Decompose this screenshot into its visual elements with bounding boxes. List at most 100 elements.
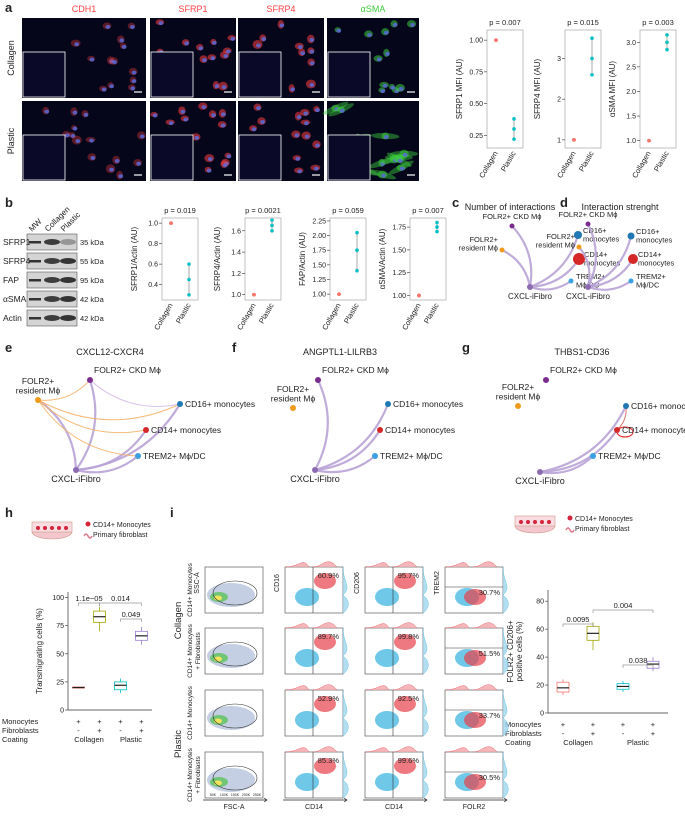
gate-percent: 33.7% xyxy=(479,711,501,720)
node xyxy=(543,377,549,383)
panel-label: f xyxy=(232,340,237,355)
group-label: Plastic xyxy=(173,730,184,758)
nucleus xyxy=(183,117,189,122)
dot xyxy=(665,33,669,37)
nucleus xyxy=(194,135,200,140)
histogram xyxy=(444,684,498,691)
event-red xyxy=(314,634,336,650)
gate-percent: 85.3% xyxy=(318,756,340,765)
cell-icon xyxy=(540,520,544,524)
cell-icon xyxy=(57,526,61,530)
nucleus xyxy=(295,156,301,161)
node xyxy=(574,231,582,239)
nucleus xyxy=(399,166,405,171)
edge xyxy=(529,234,580,289)
condition-label: Monocytes xyxy=(505,720,542,729)
x-tick-label: 100K xyxy=(220,793,229,797)
inset xyxy=(327,51,371,98)
nucleus xyxy=(64,133,70,138)
protein-label: SFRP1 xyxy=(3,237,31,247)
gate xyxy=(212,580,258,606)
nucleus xyxy=(105,24,111,29)
histogram xyxy=(364,684,418,691)
edge xyxy=(75,379,97,471)
condition-label: Fibroblasts xyxy=(505,729,542,738)
node-label: CD16+ monocytes xyxy=(393,399,463,409)
gate-percent: 95.7% xyxy=(398,571,420,580)
y-tick-label: 3.0 xyxy=(626,40,636,47)
nucleus xyxy=(397,158,403,163)
panel-label: b xyxy=(5,195,13,210)
sample-label: CD14+ Monocytes xyxy=(187,623,194,677)
nucleus xyxy=(380,89,386,94)
nucleus xyxy=(296,115,302,120)
dot xyxy=(187,277,191,282)
condition-label: Coating xyxy=(2,735,28,744)
nucleus xyxy=(367,32,372,37)
nucleus xyxy=(207,157,213,162)
x-tick-label: Collagen xyxy=(477,150,500,180)
nucleus xyxy=(201,105,207,110)
gate-percent: 92.5% xyxy=(398,694,420,703)
y-tick-label: 2.5 xyxy=(626,64,636,71)
plot-frame xyxy=(639,29,677,149)
x-tick-label: Plastic xyxy=(174,301,193,325)
mw-band xyxy=(29,260,41,263)
dot xyxy=(647,138,651,143)
dot xyxy=(665,40,669,45)
node-label: FOLR2+ CKD Mϕ xyxy=(94,365,161,375)
node xyxy=(377,427,383,433)
nucleus xyxy=(75,139,81,144)
node-label: TREM2+ Mϕ/DC xyxy=(380,451,443,461)
nucleus xyxy=(279,23,285,28)
protein-label: Actin xyxy=(3,313,22,323)
nucleus xyxy=(294,133,300,138)
nucleus xyxy=(130,24,135,29)
edge xyxy=(37,379,91,401)
node xyxy=(290,405,296,411)
panel-label: c xyxy=(452,195,459,210)
histogram xyxy=(284,622,338,629)
p-value: 1.1e−05 xyxy=(75,594,102,603)
p-value: p = 0.015 xyxy=(567,18,599,27)
nucleus xyxy=(339,108,345,113)
condition-value: + xyxy=(561,720,566,729)
plot-frame xyxy=(564,29,602,149)
y-tick-label: 75 xyxy=(56,623,64,630)
x-tick-label: Collagen xyxy=(400,302,423,332)
histogram xyxy=(364,561,418,568)
y-tick-label: 0.75 xyxy=(469,69,483,76)
node xyxy=(315,377,321,383)
node-label: resident Mϕ xyxy=(536,241,575,250)
nucleus xyxy=(70,133,76,138)
x-axis-label: FSC-A xyxy=(224,804,245,811)
inset xyxy=(22,51,66,98)
node-label: FOLR2+ xyxy=(22,376,54,386)
nucleus xyxy=(290,87,296,92)
x-tick-label: Plastic xyxy=(577,149,596,173)
stain-label: SFRP1 xyxy=(178,4,207,14)
y-tick-label: 1.00 xyxy=(312,292,326,299)
nucleus xyxy=(313,166,319,171)
node xyxy=(87,377,93,383)
band xyxy=(60,315,76,321)
node xyxy=(568,278,574,284)
y-tick-label: 20 xyxy=(536,683,544,690)
dot xyxy=(270,228,274,233)
node xyxy=(573,253,585,265)
nucleus xyxy=(131,79,137,84)
nucleus xyxy=(383,135,389,140)
stain-label: αSMA xyxy=(361,4,386,14)
node-label: CD14+ monocytes xyxy=(151,425,221,435)
y-axis-label: CD206 xyxy=(354,572,361,594)
condition-value: + xyxy=(139,717,144,726)
band xyxy=(60,296,76,302)
sample-label: + Fibroblasts xyxy=(195,756,202,794)
nucleus xyxy=(402,152,408,157)
coating-value: Collagen xyxy=(563,738,593,747)
bracket xyxy=(99,602,142,606)
condition-value: - xyxy=(119,726,122,735)
node-label: TREM2+ Mϕ/DC xyxy=(143,451,206,461)
histogram xyxy=(342,751,349,799)
y-axis-label: SFRP4 MFI (AU) xyxy=(533,58,542,119)
